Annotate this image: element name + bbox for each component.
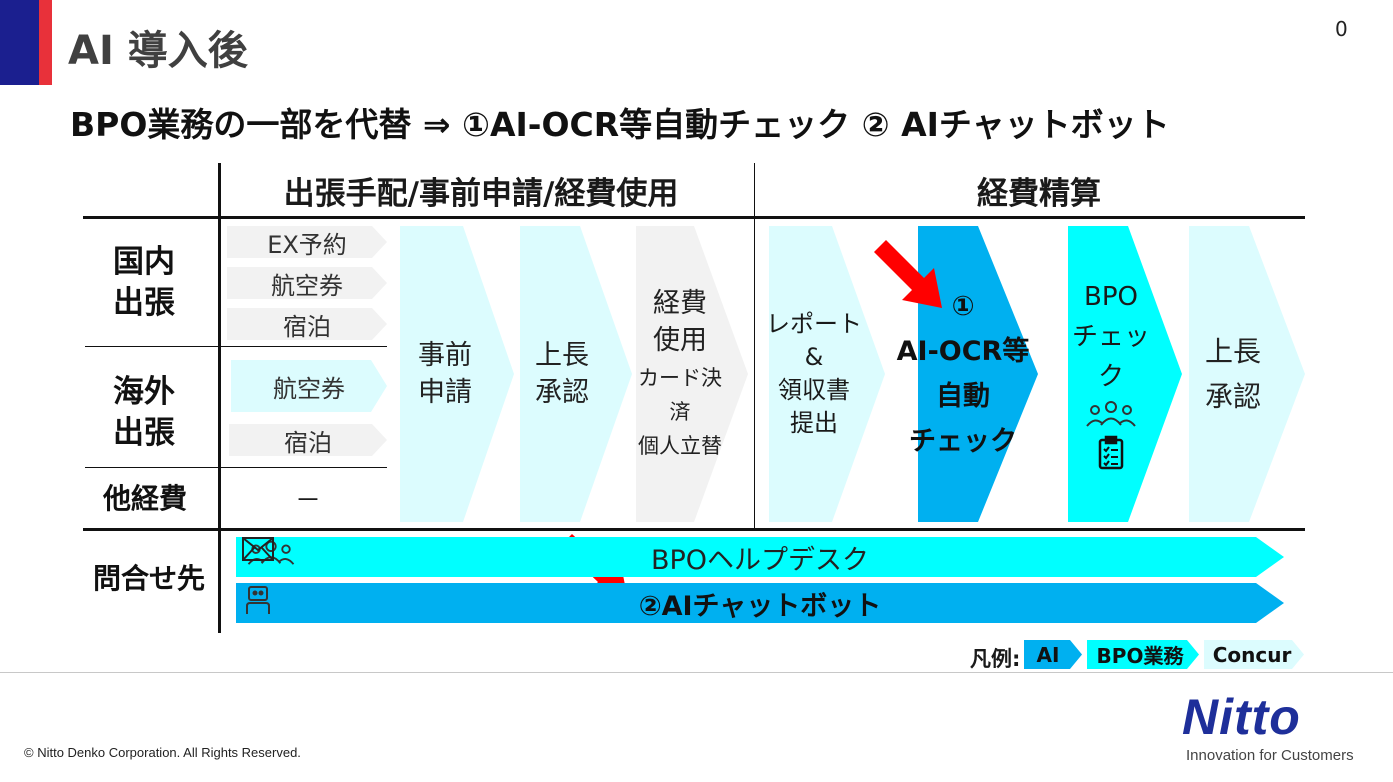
footer-divider	[0, 672, 1393, 673]
row-label-inquiry: 問合せ先	[92, 562, 205, 595]
step-expense-use	[636, 226, 748, 522]
slide-title: AI 導入後	[68, 28, 248, 74]
step-pre-application	[400, 226, 514, 522]
item-ex-reservation: EX予約	[227, 226, 387, 259]
step-ai-ocr-check-label: ① AI-OCR等 自動 チェック	[896, 291, 1030, 457]
row-label-other: 他経費	[102, 482, 187, 515]
legend-label: 凡例:	[970, 647, 1021, 671]
step-manager-approval-1	[520, 226, 632, 522]
row-label-domestic: 国内 出張	[113, 244, 175, 321]
grid-hline-bottom	[83, 528, 1305, 531]
slide-subtitle: BPO業務の一部を代替 ⇒ ①AI-OCR等自動チェック ② AIチャットボット	[70, 105, 1170, 144]
item-other-none: －	[294, 486, 321, 516]
step-report-submission	[769, 226, 885, 522]
step-bpo-check-label: BPO チェック	[1062, 226, 1160, 522]
legend-bpo: BPO業務	[1087, 640, 1199, 669]
item-overseas-hotel: 宿泊	[229, 424, 387, 457]
grid-vline-label	[218, 163, 221, 633]
nitto-tagline: Innovation for Customers	[1186, 747, 1354, 764]
item-domestic-hotel: 宿泊	[227, 308, 387, 341]
page-number: 0	[1335, 17, 1348, 41]
title-accent-bar-blue	[0, 0, 39, 85]
step-bpo-check	[1068, 226, 1182, 522]
red-arrow-icon	[874, 240, 942, 308]
step-manager-approval-2-label: 上長 承認	[1204, 335, 1261, 413]
step-expense-use-label: 経費 使用 カード決済 個人立替	[638, 288, 722, 458]
step-manager-approval-2	[1189, 226, 1305, 522]
legend-ai: AI	[1024, 640, 1082, 669]
clipboard-check-icon	[1098, 435, 1124, 470]
robot-icon	[246, 586, 270, 614]
mail-icon	[242, 537, 274, 561]
nitto-logo: Nitto	[1182, 689, 1301, 745]
ai-chatbot-bar: ②AIチャットボット	[236, 583, 1284, 623]
grid-vline-phase	[754, 163, 755, 528]
row-label-overseas: 海外 出張	[113, 374, 175, 451]
people-group-icon	[1086, 401, 1136, 427]
helpdesk-label: BPOヘルプデスク	[650, 544, 870, 576]
copyright-text: © Nitto Denko Corporation. All Rights Re…	[24, 745, 301, 760]
chatbot-label: ②AIチャットボット	[638, 590, 882, 622]
step-report-submission-label: レポート & 領収書 提出	[766, 310, 862, 437]
phase-header-left: 出張手配/事前申請/経費使用	[283, 176, 679, 212]
step-pre-application-label: 事前 申請	[418, 340, 472, 408]
grid-hline-overseas	[85, 467, 387, 468]
item-overseas-airticket: 航空券	[231, 360, 387, 412]
phase-header-right: 経費精算	[977, 176, 1101, 212]
step-manager-approval-1-label: 上長 承認	[535, 340, 589, 408]
grid-hline-domestic	[85, 346, 387, 347]
step-ai-ocr-check	[918, 226, 1038, 522]
legend-concur: Concur	[1204, 640, 1304, 669]
bpo-helpdesk-bar: BPOヘルプデスク	[236, 537, 1284, 577]
title-accent-bar-red	[39, 0, 52, 85]
grid-hline-header	[83, 216, 1305, 219]
item-domestic-airticket: 航空券	[227, 267, 387, 300]
